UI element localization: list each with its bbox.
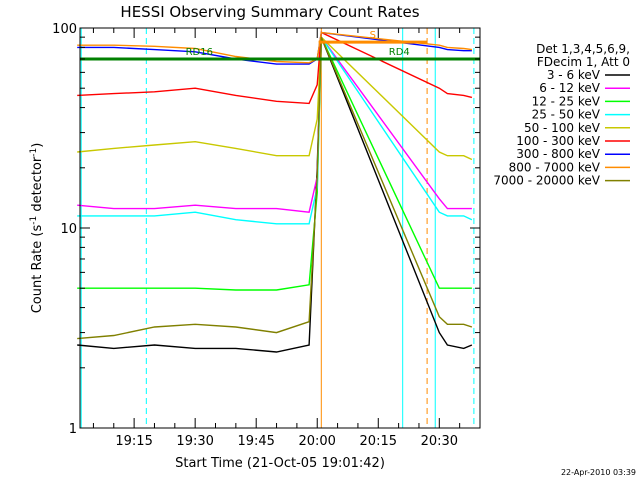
annotation-label: RD16 xyxy=(186,47,213,58)
y-axis: 1 10 100 xyxy=(52,22,480,437)
legend-entry-label: 25 - 50 keV xyxy=(532,108,601,122)
legend-entry-label: 50 - 100 keV xyxy=(524,121,601,135)
plot-frame xyxy=(79,27,481,429)
y-tick-label: 10 xyxy=(60,222,77,237)
y-axis-label-close: ) xyxy=(30,143,45,148)
series-line-9 xyxy=(77,36,473,340)
annotation-bars: S RD4 RD16 xyxy=(80,30,480,61)
series-lines xyxy=(77,31,473,353)
series-line-8 xyxy=(77,31,472,64)
y-axis-label: Count Rate (s-1 detector-1) xyxy=(29,143,45,314)
annotation-label: RD4 xyxy=(389,47,410,58)
legend-entry-label: 12 - 25 keV xyxy=(532,94,601,108)
series-line-3 xyxy=(77,36,472,291)
series-line-7 xyxy=(77,31,472,65)
x-tick-label: 20:15 xyxy=(360,434,397,449)
y-axis-label-superscript-1: -1 xyxy=(29,216,39,225)
legend-entry-label: 3 - 6 keV xyxy=(547,68,601,82)
legend-entry-label: 800 - 7000 keV xyxy=(509,160,601,174)
legend-header-line-2: FDecim 1, Att 0 xyxy=(537,55,630,69)
series-line-5 xyxy=(77,35,473,161)
y-axis-label-superscript-2: -1 xyxy=(29,148,39,157)
footer-date: 22-Apr-2010 03:39 xyxy=(561,468,636,477)
x-axis: 19:15 19:30 19:45 20:00 20:15 20:30 xyxy=(92,28,481,449)
legend-entry-label: 100 - 300 keV xyxy=(516,134,600,148)
annotation-label: S xyxy=(370,30,376,41)
legend-entry-label: 300 - 800 keV xyxy=(516,147,600,161)
x-tick-label: 19:30 xyxy=(176,434,213,449)
x-tick-label: 20:30 xyxy=(421,434,458,449)
y-axis-label-main: Count Rate (s xyxy=(30,225,45,314)
x-tick-label: 19:15 xyxy=(115,434,152,449)
legend-entry-label: 7000 - 20000 keV xyxy=(493,174,600,188)
series-line-6 xyxy=(77,31,473,105)
series-line-2 xyxy=(77,35,472,213)
chart-title: HESSI Observing Summary Count Rates xyxy=(120,3,419,21)
y-tick-label: 100 xyxy=(52,22,77,37)
series-line-4 xyxy=(77,34,473,225)
x-tick-label: 20:00 xyxy=(298,434,335,449)
y-axis-label-detector: detector xyxy=(30,156,45,216)
x-axis-label: Start Time (21-Oct-05 19:01:42) xyxy=(175,456,385,471)
y-tick-label: 1 xyxy=(69,422,77,437)
legend-entry-label: 6 - 12 keV xyxy=(539,81,601,95)
vertical-markers xyxy=(80,28,475,428)
series-line-1 xyxy=(77,36,473,353)
x-tick-label: 19:45 xyxy=(237,434,274,449)
legend-header-line-1: Det 1,3,4,5,6,9, xyxy=(536,42,630,56)
